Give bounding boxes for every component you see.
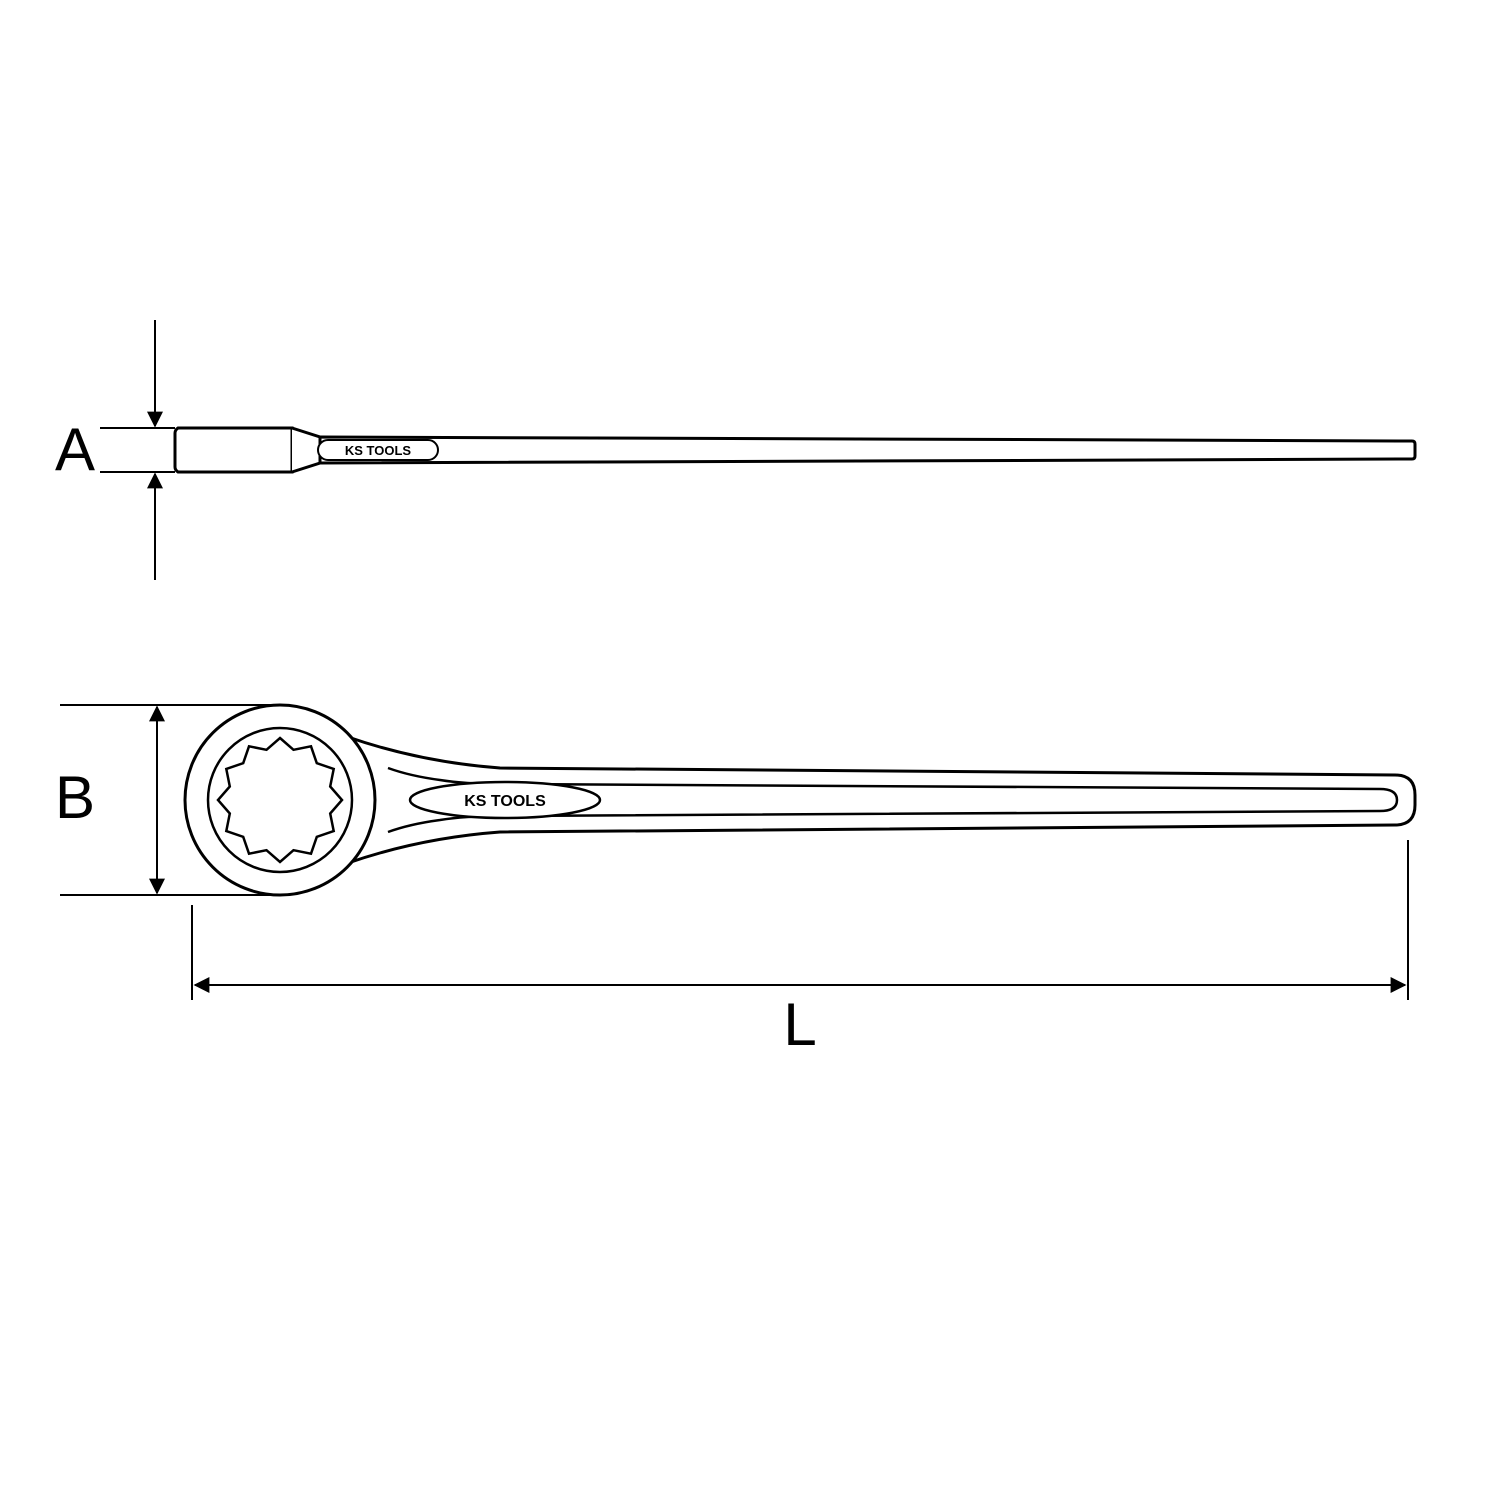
dimension-L: L (192, 840, 1408, 1058)
label-B: B (55, 764, 95, 831)
side-view: KS TOOLS (175, 428, 1415, 472)
brand-text-top: KS TOOLS (464, 793, 546, 810)
label-A: A (55, 416, 95, 483)
top-view: KS TOOLS (185, 705, 1415, 895)
label-L: L (783, 991, 816, 1058)
brand-text-side: KS TOOLS (345, 443, 412, 458)
brand-badge-side: KS TOOLS (318, 440, 438, 460)
brand-badge-top: KS TOOLS (410, 782, 600, 818)
dimension-A: A (55, 320, 175, 580)
technical-drawing: KS TOOLS A KS TOOLS (0, 0, 1500, 1500)
